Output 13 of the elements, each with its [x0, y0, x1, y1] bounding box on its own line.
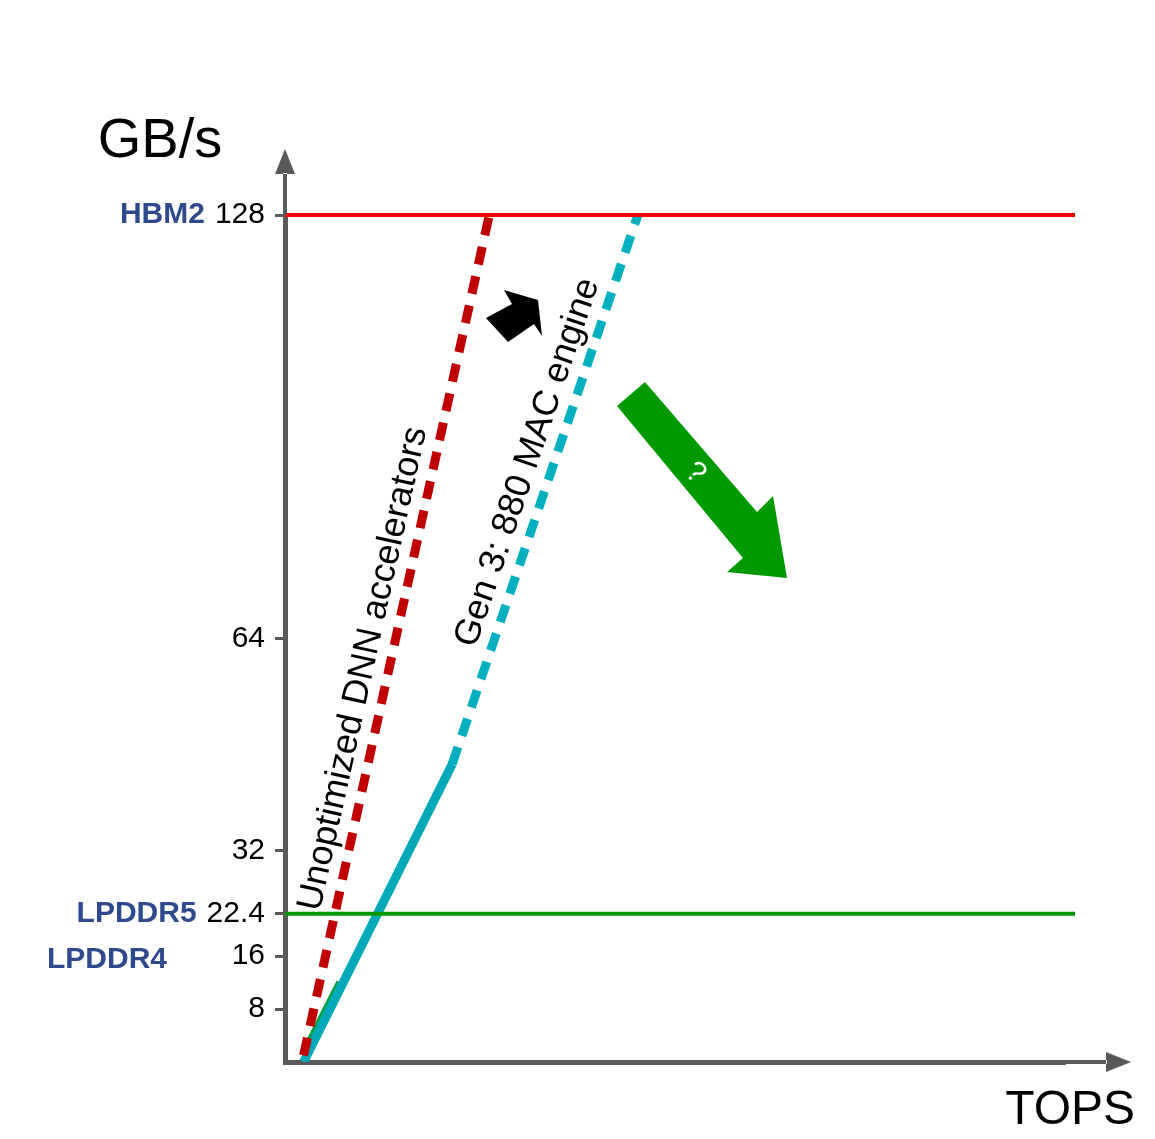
y-tick-label: 128: [214, 196, 265, 230]
y-tick-label: 64: [231, 619, 265, 653]
y-tick-label: 32: [231, 831, 265, 865]
y-tick-label: 16: [231, 937, 265, 971]
ref-line-label: LPDDR5: [76, 895, 197, 929]
text: Gen 3: 880 MAC engine: [444, 272, 607, 652]
ref-line-label: HBM2: [119, 196, 205, 230]
x-axis-title: TOPS: [1005, 1081, 1135, 1135]
y-tick-label: 22.4: [206, 895, 265, 929]
text: LPDDR4: [46, 941, 168, 975]
y-axis-title: GB/s: [97, 106, 223, 170]
y-tick-label: 8: [248, 990, 265, 1024]
annotation: ?: [679, 453, 714, 491]
